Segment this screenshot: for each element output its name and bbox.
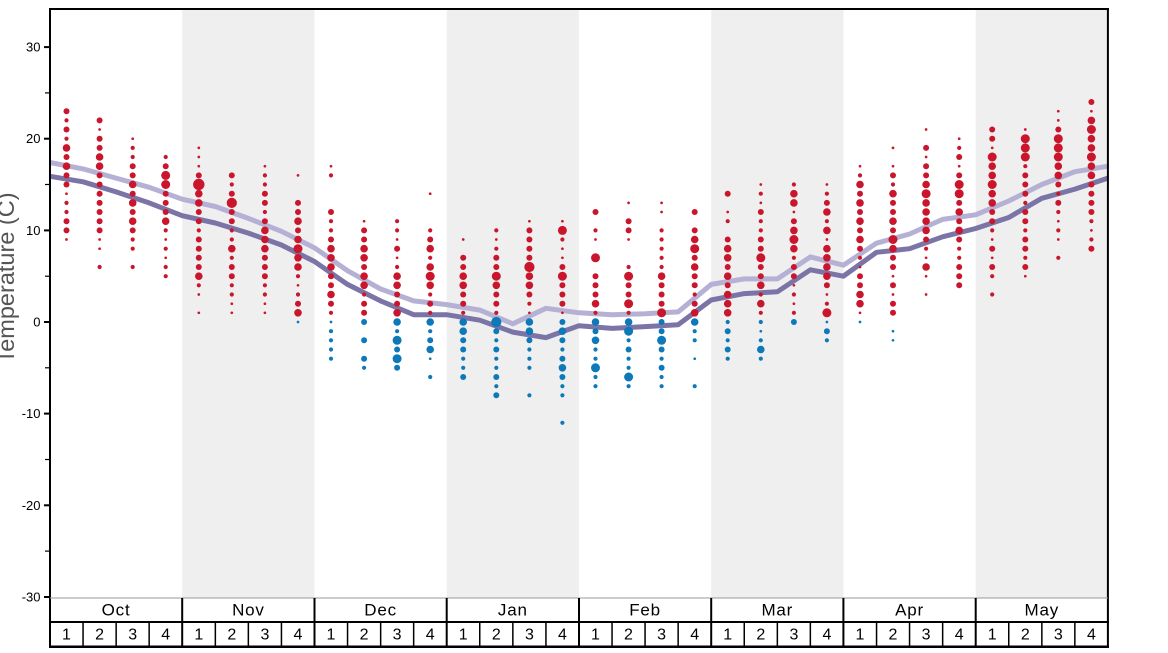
svg-text:4: 4 (1087, 627, 1096, 644)
svg-text:3: 3 (525, 627, 534, 644)
svg-text:3: 3 (128, 627, 137, 644)
svg-text:2: 2 (492, 627, 501, 644)
svg-text:1: 1 (62, 627, 71, 644)
svg-text:3: 3 (393, 627, 402, 644)
svg-text:3: 3 (1054, 627, 1063, 644)
svg-text:3: 3 (260, 627, 269, 644)
svg-text:Feb: Feb (629, 601, 661, 620)
svg-text:0: 0 (33, 315, 40, 330)
svg-text:1: 1 (988, 627, 997, 644)
svg-text:20: 20 (26, 131, 40, 146)
svg-text:1: 1 (856, 627, 865, 644)
svg-text:1: 1 (327, 627, 336, 644)
svg-text:2: 2 (360, 627, 369, 644)
svg-text:2: 2 (95, 627, 104, 644)
svg-text:4: 4 (955, 627, 964, 644)
svg-text:-10: -10 (22, 406, 41, 421)
svg-text:May: May (1025, 601, 1060, 620)
svg-text:1: 1 (723, 627, 732, 644)
svg-text:4: 4 (558, 627, 567, 644)
svg-text:4: 4 (690, 627, 699, 644)
svg-text:3: 3 (789, 627, 798, 644)
svg-text:4: 4 (426, 627, 435, 644)
svg-text:1: 1 (459, 627, 468, 644)
svg-text:3: 3 (922, 627, 931, 644)
svg-text:3: 3 (657, 627, 666, 644)
svg-text:2: 2 (624, 627, 633, 644)
svg-text:2: 2 (756, 627, 765, 644)
svg-text:Temperature (C): Temperature (C) (0, 192, 19, 363)
svg-text:Mar: Mar (761, 601, 793, 620)
svg-text:-30: -30 (22, 590, 41, 605)
svg-text:Dec: Dec (364, 601, 397, 620)
svg-text:Apr: Apr (895, 601, 924, 620)
svg-text:Jan: Jan (498, 601, 528, 620)
svg-text:1: 1 (194, 627, 203, 644)
svg-text:4: 4 (294, 627, 303, 644)
svg-text:4: 4 (822, 627, 831, 644)
svg-text:Oct: Oct (102, 601, 131, 620)
svg-text:4: 4 (161, 627, 170, 644)
svg-text:2: 2 (1021, 627, 1030, 644)
svg-text:10: 10 (26, 223, 40, 238)
svg-text:-20: -20 (22, 498, 41, 513)
svg-text:30: 30 (26, 40, 40, 55)
svg-text:2: 2 (227, 627, 236, 644)
svg-text:Nov: Nov (232, 601, 265, 620)
svg-text:1: 1 (591, 627, 600, 644)
svg-text:2: 2 (889, 627, 898, 644)
